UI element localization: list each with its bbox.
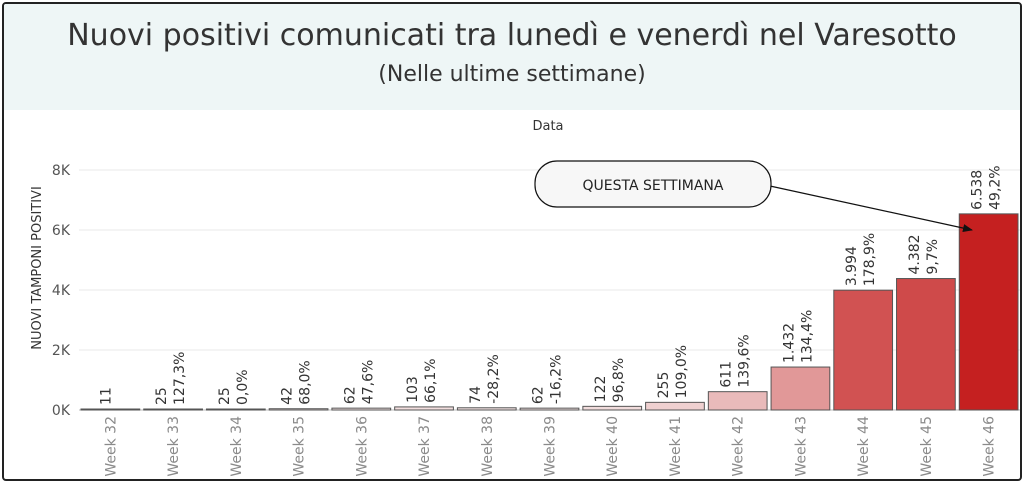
x-tick-label: Week 42 [731,416,747,477]
y-axis-ticks: 0K 2K 4K 6K 8K [52,163,71,419]
x-tick-label: Week 37 [417,416,433,477]
annotation-callout: QUESTA SETTIMANA [534,160,973,232]
annotation-arrow [769,185,973,232]
bar-chart: Data NUOVI TAMPONI POSITIVI 0K 2K 4K 6K 8K 1… [30,119,1020,477]
value-label: 25 [217,387,233,405]
value-label: 103 [405,376,421,403]
bar [143,408,203,411]
annotation-box [534,160,772,208]
value-label: 25 [154,387,170,405]
x-tick-label: Week 35 [292,416,308,477]
x-tick-label: Week 45 [919,416,935,477]
x-tick-label: Week 46 [982,416,998,477]
bar [205,408,266,411]
x-tick-label: Week 32 [103,416,119,477]
pct-change-label: 178,9% [862,233,878,286]
data-labels: 11 25 127,3% 25 0,0% 42 68,0% 62 47,6% 103 66,1% 74… [98,165,1003,405]
x-axis-ticks: Week 32 Week 33 Week 34 Week 35 Week 36 Week … [103,416,997,477]
bar [519,407,580,411]
pct-change-label: 127,3% [172,352,188,405]
bar [80,408,141,411]
x-tick-label: Week 36 [354,416,370,477]
bar [456,407,517,411]
value-label: 122 [593,376,609,403]
value-label: 62 [342,386,358,404]
bar [331,407,392,411]
y-tick-label: 0K [52,403,71,419]
value-label: 62 [531,386,547,404]
pct-change-label: 96,8% [611,358,627,402]
y-tick-label: 8K [52,163,71,179]
value-label: 42 [280,387,296,405]
bar [896,278,956,411]
bar [958,213,1019,411]
pct-change-label: 109,0% [674,345,690,398]
pct-change-label: 9,7% [925,239,941,275]
pct-change-label: -28,2% [486,354,502,404]
y-tick-label: 6K [52,223,71,239]
x-tick-label: Week 39 [543,416,559,477]
value-label: 6.538 [970,170,986,210]
chart-subtitle: (Nelle ultime settimane) [378,62,646,87]
value-label: 74 [468,386,484,404]
pct-change-label: 49,2% [988,165,1004,209]
bar [645,401,705,411]
x-tick-label: Week 41 [668,416,684,477]
pct-change-label: 66,1% [423,358,439,402]
value-label: 611 [719,361,735,388]
pct-change-label: 134,4% [799,310,815,363]
x-tick-label: Week 33 [166,416,182,477]
chart-title: Nuovi positivi comunicati tra lunedì e v… [67,18,957,53]
y-tick-label: 4K [52,283,71,299]
chart-header: Nuovi positivi comunicati tra lunedì e v… [4,4,1020,110]
bar [833,289,894,411]
bars [80,213,1019,411]
bar [707,391,768,411]
bar [394,406,454,411]
y-axis-label: NUOVI TAMPONI POSITIVI [30,186,45,350]
pct-change-label: -16,2% [549,355,565,405]
pct-change-label: 68,0% [298,360,314,404]
y-tick-label: 2K [52,343,71,359]
value-label: 11 [98,387,114,405]
x-tick-label: Week 34 [229,416,245,477]
bar [268,408,329,411]
column-header: Data [532,119,563,134]
bar [582,405,643,411]
pct-change-label: 47,6% [360,360,376,404]
x-tick-label: Week 43 [793,416,809,477]
value-label: 3.994 [844,246,860,286]
x-tick-label: Week 40 [605,416,621,477]
pct-change-label: 139,6% [737,334,753,387]
x-tick-label: Week 38 [480,416,496,477]
annotation-text: QUESTA SETTIMANA [583,178,724,194]
value-label: 1.432 [781,323,797,363]
value-label: 255 [656,372,672,399]
value-label: 4.382 [907,234,923,274]
pct-change-label: 0,0% [235,369,251,405]
bar [770,366,831,411]
x-tick-label: Week 44 [856,416,872,477]
